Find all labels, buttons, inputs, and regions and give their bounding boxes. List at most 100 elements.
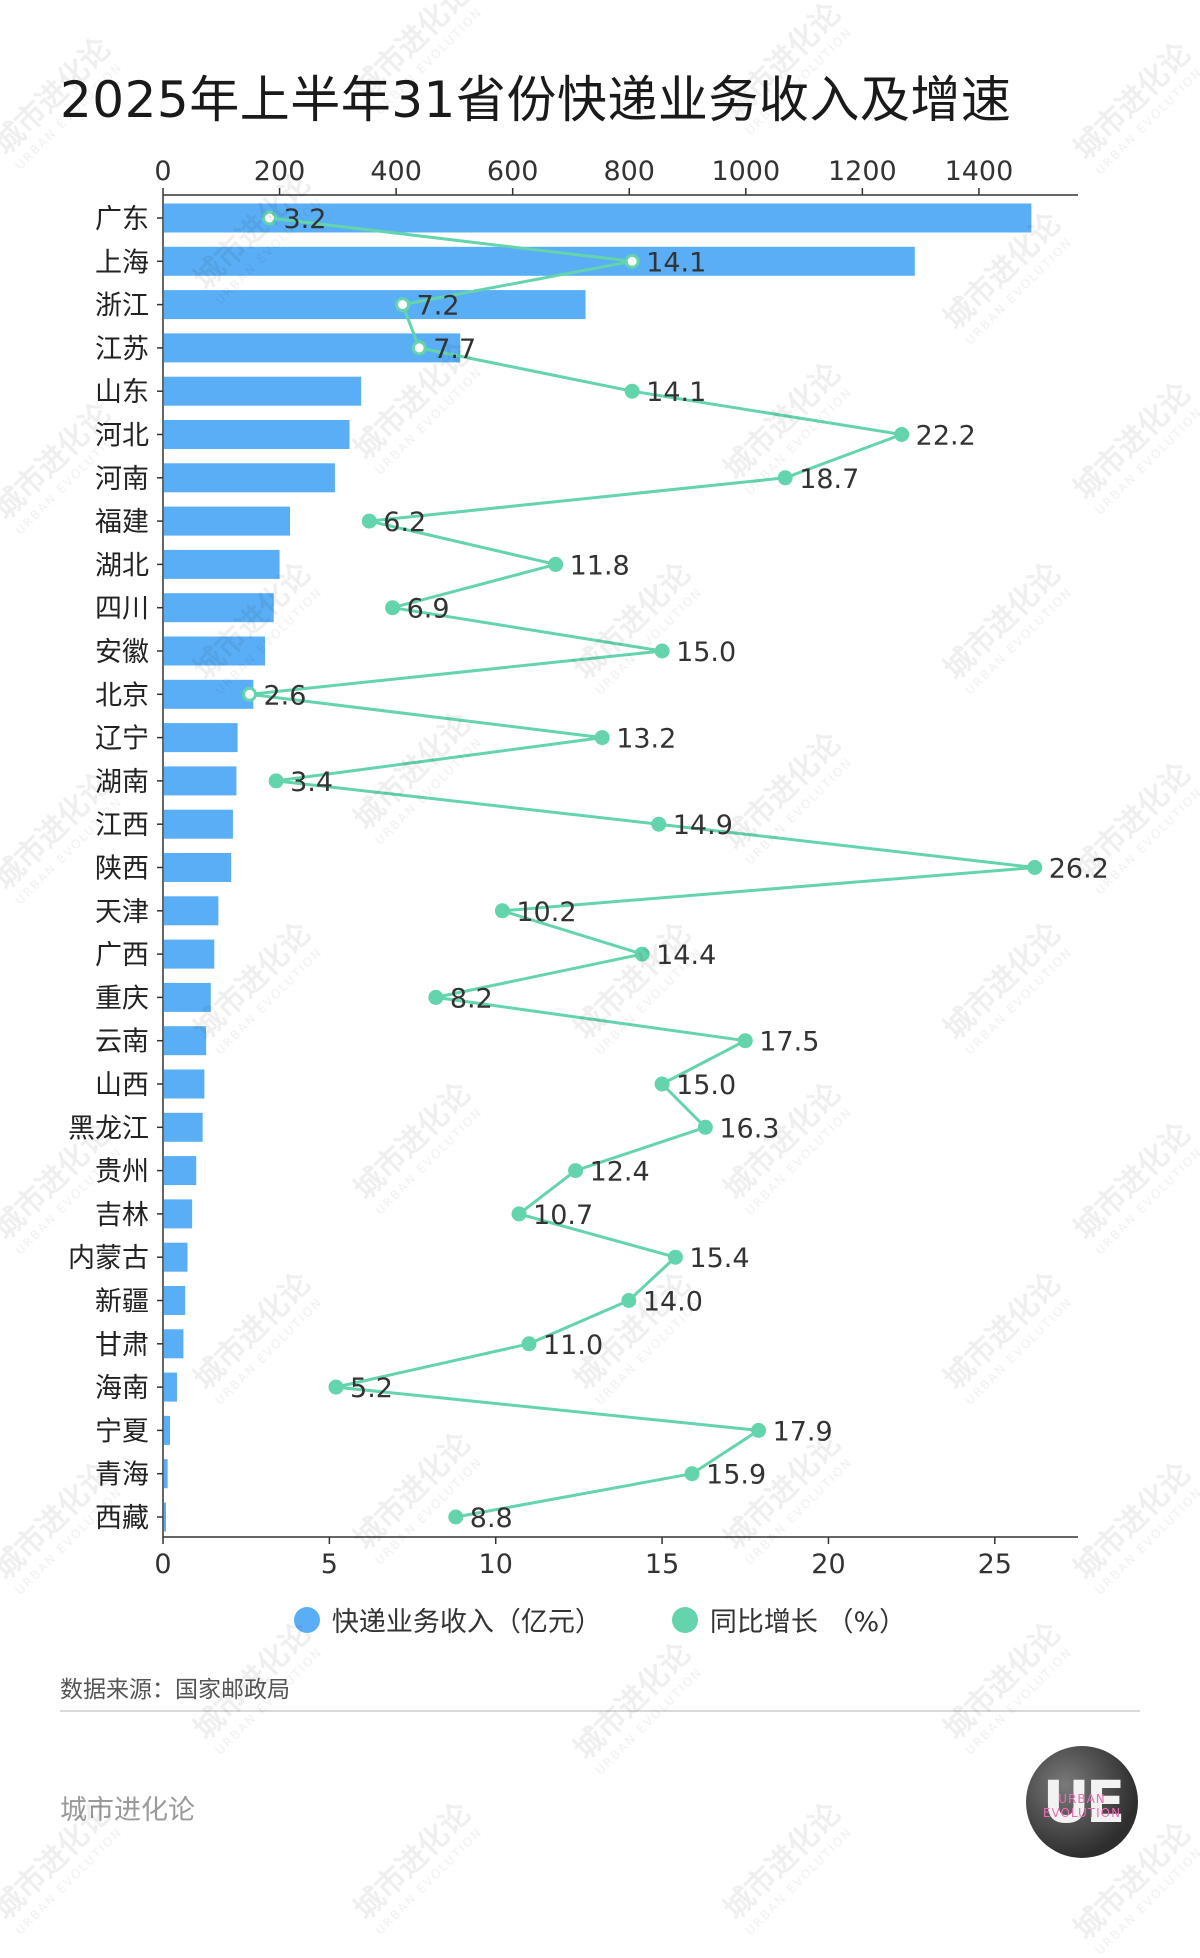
legend-item-revenue[interactable]: 快递业务收入（亿元）	[293, 1600, 602, 1639]
category-label: 青海	[95, 1460, 149, 1491]
category-label: 新疆	[95, 1287, 149, 1318]
growth-line	[248, 216, 1037, 1519]
footer-divider	[60, 1710, 1140, 1712]
revenue-bar	[164, 723, 238, 753]
growth-point	[385, 600, 401, 616]
growth-point	[621, 1293, 637, 1308]
category-label: 黑龙江	[68, 1113, 149, 1144]
revenue-bar	[164, 939, 215, 969]
category-label: 贵州	[95, 1157, 149, 1188]
growth-point	[737, 1033, 753, 1049]
revenue-bar	[164, 809, 233, 839]
data-source: 数据来源：国家邮政局	[60, 1677, 290, 1703]
bottom-axis-tick-label: 0	[154, 1549, 171, 1580]
growth-point	[448, 1509, 464, 1525]
watermark-subtext: URBAN EVOLUTION	[742, 1824, 856, 1938]
growth-point	[361, 513, 377, 529]
revenue-bar	[164, 203, 1032, 233]
growth-point	[328, 1379, 344, 1395]
growth-data-label: 2.6	[264, 680, 307, 711]
category-label: 云南	[95, 1027, 149, 1058]
revenue-bar	[164, 853, 232, 882]
growth-point	[548, 556, 564, 572]
revenue-bar	[164, 766, 237, 796]
growth-point	[634, 946, 650, 962]
growth-data-label: 7.2	[417, 291, 460, 322]
growth-point	[594, 730, 610, 746]
growth-data-label: 14.1	[646, 247, 706, 278]
growth-data-label: 15.0	[676, 637, 736, 668]
watermark-text: 城市进化论	[567, 1636, 698, 1767]
growth-point	[624, 383, 640, 399]
growth-data-label: 14.4	[656, 940, 716, 971]
growth-point	[242, 686, 258, 702]
bottom-axis-tick-label: 25	[978, 1549, 1012, 1580]
growth-data-label: 10.7	[533, 1200, 593, 1231]
top-axis-tick-label: 400	[370, 156, 422, 187]
bottom-axis-tick-label: 10	[479, 1549, 513, 1580]
revenue-bar	[164, 1372, 177, 1402]
growth-data-label: 14.9	[673, 810, 733, 841]
category-label: 上海	[95, 247, 149, 278]
revenue-bar	[164, 376, 362, 406]
growth-point	[428, 989, 444, 1005]
revenue-bar	[164, 636, 265, 666]
growth-data-label: 6.9	[407, 594, 450, 625]
revenue-bar	[164, 1112, 203, 1142]
revenue-bar	[164, 896, 219, 926]
category-label: 辽宁	[95, 724, 149, 755]
top-axis-tick-label: 600	[487, 156, 539, 187]
category-label: 河北	[95, 421, 149, 452]
logo-mark: UE	[1042, 1768, 1126, 1836]
top-axis-tick-label: 1400	[945, 156, 1014, 187]
bottom-axis-tick-label: 20	[811, 1549, 845, 1580]
growth-point	[411, 340, 427, 356]
category-label: 吉林	[95, 1200, 149, 1231]
category-label: 四川	[95, 594, 149, 625]
category-label: 山东	[95, 377, 149, 408]
growth-data-label: 17.9	[773, 1416, 833, 1447]
growth-data-label: 15.4	[689, 1243, 749, 1274]
category-label: 湖南	[95, 767, 149, 798]
category-label: 安徽	[95, 637, 149, 668]
revenue-bar	[164, 463, 335, 493]
category-label: 广东	[95, 204, 149, 235]
growth-data-label: 11.8	[570, 550, 630, 581]
bottom-axis-tick-label: 5	[321, 1549, 338, 1580]
revenue-bar	[164, 1242, 188, 1272]
watermark-subtext: URBAN EVOLUTION	[372, 1824, 486, 1938]
legend-growth-swatch	[671, 1606, 698, 1633]
category-label: 陕西	[95, 854, 149, 885]
growth-point	[697, 1119, 713, 1135]
revenue-bar	[164, 420, 350, 449]
growth-data-label: 15.9	[706, 1460, 766, 1491]
category-label: 广西	[95, 940, 149, 971]
growth-point	[894, 427, 910, 442]
chart-title: 2025年上半年31省份快递业务收入及增速	[60, 71, 1012, 129]
growth-data-label: 6.2	[383, 507, 426, 538]
revenue-bar	[164, 1415, 170, 1445]
growth-point	[568, 1163, 584, 1179]
growth-data-label: 11.0	[543, 1330, 603, 1361]
growth-data-label: 8.2	[450, 983, 493, 1014]
top-axis-tick-label: 800	[603, 156, 655, 187]
category-label: 天津	[95, 897, 149, 928]
revenue-bar	[164, 1026, 207, 1056]
category-label: 内蒙古	[68, 1243, 149, 1274]
growth-point	[654, 643, 670, 659]
revenue-bar	[164, 1502, 166, 1532]
legend-item-growth[interactable]: 同比增长 （%）	[671, 1600, 906, 1639]
growth-data-label: 8.8	[470, 1503, 513, 1534]
growth-point	[511, 1206, 527, 1222]
growth-point	[1027, 860, 1043, 875]
revenue-bar	[164, 1329, 184, 1359]
category-label: 河南	[95, 464, 149, 495]
category-label: 江苏	[95, 334, 149, 365]
revenue-bar	[164, 1156, 197, 1186]
combo-chart: 0 200 400 600 800 1000 1200 1400 0 5 10 15 20 25 广东上海浙…	[68, 156, 1109, 1580]
growth-point	[751, 1422, 767, 1438]
growth-data-label: 13.2	[616, 724, 676, 755]
growth-point	[521, 1336, 537, 1352]
growth-data-label: 3.4	[290, 767, 333, 798]
